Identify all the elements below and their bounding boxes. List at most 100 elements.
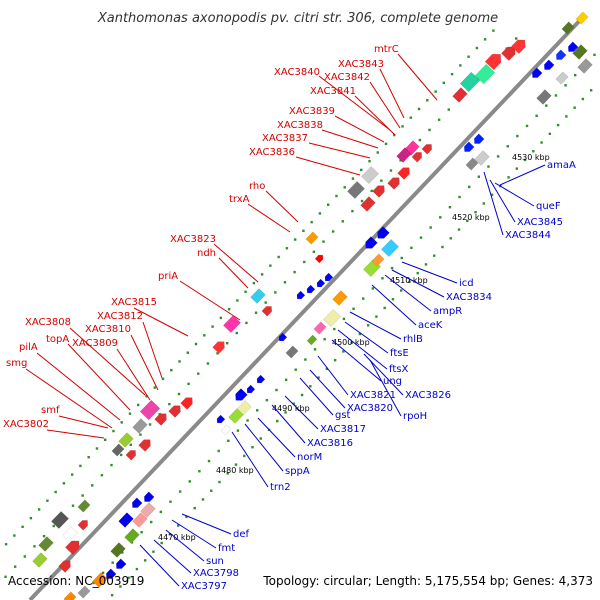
gene-label-XAC3798[interactable]: XAC3798: [193, 568, 239, 579]
gene-label-XAC3840[interactable]: XAC3840: [274, 67, 320, 78]
gene-block[interactable]: [111, 443, 125, 457]
gene-block[interactable]: [313, 321, 327, 335]
gene-block[interactable]: [555, 71, 569, 85]
gene-block[interactable]: [572, 44, 588, 60]
gene-label-XAC3816[interactable]: XAC3816: [307, 438, 353, 449]
gene-arrow[interactable]: [387, 175, 403, 190]
gene-label-XAC3837[interactable]: XAC3837: [262, 133, 308, 144]
gene-label-XAC3844[interactable]: XAC3844: [505, 230, 551, 241]
gene-block[interactable]: [132, 418, 148, 434]
gene-arrow[interactable]: [472, 133, 485, 146]
gene-block[interactable]: [220, 424, 232, 436]
gene-arrow[interactable]: [397, 165, 413, 180]
gene-arrow[interactable]: [511, 36, 528, 55]
gene-block[interactable]: [452, 87, 468, 103]
gene-block[interactable]: [474, 150, 490, 166]
gene-label-XAC3842[interactable]: XAC3842: [324, 72, 370, 83]
gene-arrow[interactable]: [255, 374, 266, 385]
gene-label-mtrC[interactable]: mtrC: [374, 44, 399, 55]
gene-label-XAC3841[interactable]: XAC3841: [310, 86, 356, 97]
gene-arrow[interactable]: [65, 537, 82, 556]
gene-label-XAC3817[interactable]: XAC3817: [320, 424, 366, 435]
gene-label-icd[interactable]: icd: [459, 278, 474, 289]
gene-arrow[interactable]: [421, 142, 434, 155]
gene-label-rpoH[interactable]: rpoH: [403, 411, 427, 422]
gene-block[interactable]: [124, 528, 140, 544]
gene-label-XAC3808[interactable]: XAC3808: [25, 317, 71, 328]
gene-label-XAC3836[interactable]: XAC3836: [249, 147, 295, 158]
gene-arrow[interactable]: [323, 272, 334, 283]
gene-label-XAC3834[interactable]: XAC3834: [446, 292, 492, 303]
gene-label-amaA[interactable]: amaA: [547, 160, 576, 171]
gene-block[interactable]: [361, 165, 379, 185]
gene-arrow[interactable]: [233, 388, 248, 404]
gene-block[interactable]: [51, 510, 69, 530]
gene-label-smg[interactable]: smg: [6, 358, 27, 369]
gene-label-XAC3797[interactable]: XAC3797: [181, 581, 227, 592]
gene-label-ndh[interactable]: ndh: [197, 248, 216, 259]
gene-label-rhlB[interactable]: rhlB: [403, 334, 423, 345]
gene-block[interactable]: [32, 552, 48, 568]
gene-label-trn2[interactable]: trn2: [270, 482, 291, 493]
gene-arrow[interactable]: [484, 50, 505, 71]
gene-block[interactable]: [474, 63, 496, 85]
gene-label-ftsE[interactable]: ftsE: [390, 348, 409, 359]
gene-arrow[interactable]: [138, 437, 154, 452]
gene-block[interactable]: [306, 334, 318, 346]
gene-label-sppA[interactable]: sppA: [285, 466, 310, 477]
gene-block[interactable]: [360, 196, 376, 212]
gene-block[interactable]: [139, 399, 161, 421]
gene-label-XAC3821[interactable]: XAC3821: [350, 390, 396, 401]
gene-block[interactable]: [396, 147, 412, 163]
gene-arrow[interactable]: [554, 49, 567, 62]
gene-label-ftsX[interactable]: ftsX: [389, 364, 408, 375]
gene-block[interactable]: [577, 58, 593, 74]
gene-label-fmt[interactable]: fmt: [218, 543, 235, 554]
gene-arrow[interactable]: [142, 491, 155, 504]
gene-block[interactable]: [223, 314, 241, 334]
gene-label-XAC3802[interactable]: XAC3802: [3, 419, 49, 430]
gene-label-XAC3843[interactable]: XAC3843: [338, 59, 384, 70]
gene-block[interactable]: [118, 512, 134, 528]
gene-arrow[interactable]: [501, 43, 518, 62]
gene-label-XAC3838[interactable]: XAC3838: [277, 120, 323, 131]
gene-arrow[interactable]: [411, 150, 424, 163]
gene-arrow[interactable]: [462, 141, 475, 154]
gene-arrow[interactable]: [530, 67, 543, 80]
gene-label-priA[interactable]: priA: [158, 271, 178, 282]
gene-arrow[interactable]: [261, 304, 274, 317]
gene-block[interactable]: [323, 308, 341, 328]
gene-block[interactable]: [536, 89, 552, 105]
gene-label-pilA[interactable]: pilA: [19, 342, 38, 353]
gene-arrow[interactable]: [305, 284, 316, 295]
gene-block[interactable]: [77, 499, 91, 513]
gene-block[interactable]: [62, 526, 78, 542]
gene-block[interactable]: [459, 71, 481, 93]
gene-block[interactable]: [285, 345, 299, 359]
gene-arrow[interactable]: [130, 497, 143, 510]
gene-arrow[interactable]: [566, 41, 579, 54]
gene-label-XAC3839[interactable]: XAC3839: [289, 106, 335, 117]
gene-label-XAC3845[interactable]: XAC3845: [517, 217, 563, 228]
gene-block[interactable]: [465, 157, 479, 171]
gene-arrow[interactable]: [125, 448, 138, 461]
gene-arrow[interactable]: [542, 59, 555, 72]
gene-block[interactable]: [110, 542, 126, 558]
gene-label-XAC3810[interactable]: XAC3810: [85, 324, 131, 335]
gene-block[interactable]: [92, 572, 108, 588]
gene-arrow[interactable]: [212, 339, 228, 354]
gene-arrow[interactable]: [245, 384, 256, 395]
gene-arrow[interactable]: [104, 568, 117, 581]
gene-arrow[interactable]: [154, 411, 170, 426]
gene-block[interactable]: [132, 512, 148, 528]
gene-block[interactable]: [63, 591, 77, 600]
gene-arrow[interactable]: [372, 183, 388, 198]
gene-arrow[interactable]: [375, 226, 390, 242]
gene-label-ung[interactable]: ung: [383, 376, 402, 387]
gene-arrow[interactable]: [277, 332, 288, 343]
gene-label-aceK[interactable]: aceK: [418, 320, 443, 331]
gene-block[interactable]: [561, 21, 575, 35]
gene-arrow[interactable]: [363, 236, 378, 252]
gene-label-queF[interactable]: queF: [536, 201, 561, 212]
gene-block[interactable]: [381, 238, 399, 258]
